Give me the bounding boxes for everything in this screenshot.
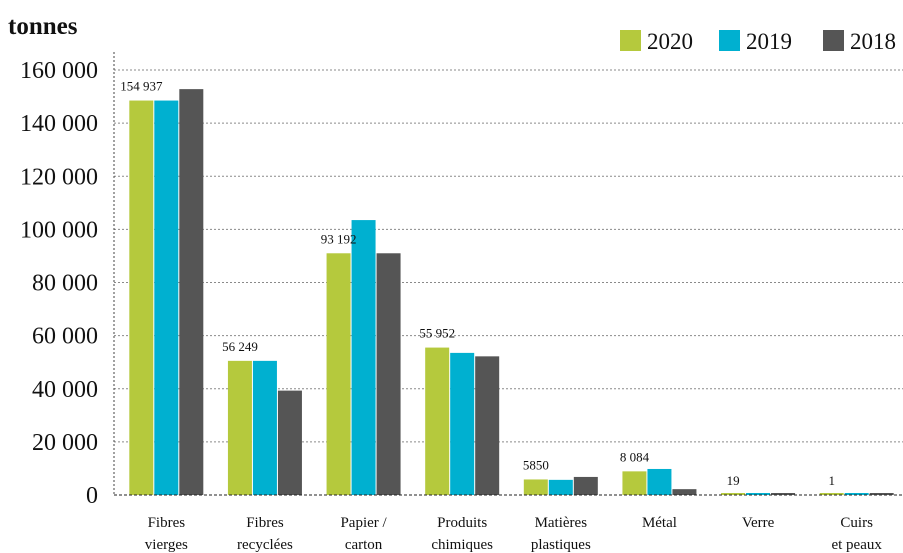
category-label: Papier / xyxy=(340,515,387,531)
category-label: carton xyxy=(345,537,383,553)
bar-2019 xyxy=(351,220,376,495)
bar-2018 xyxy=(277,390,302,495)
y-axis-ticks: 0 20 000 40 000 60 000 80 000 100 000 120 000 1… xyxy=(20,58,98,509)
category-label: Fibres xyxy=(246,515,284,531)
legend-swatch-2018 xyxy=(823,30,844,51)
bar-2018 xyxy=(573,476,598,495)
bar-2020 xyxy=(622,471,647,495)
legend-swatch-2019 xyxy=(719,30,740,51)
bar-2018 xyxy=(376,253,401,495)
y-tick-label: 40 000 xyxy=(32,377,98,403)
bar-2019 xyxy=(844,493,869,495)
bar-2020 xyxy=(129,100,154,495)
data-labels: 154 937 56 249 93 192 55 952 5850 8 084 19 1 xyxy=(120,79,835,488)
bar-2020 xyxy=(425,347,450,495)
y-tick-label: 160 000 xyxy=(20,58,98,84)
axes xyxy=(113,52,903,496)
data-label: 8 084 xyxy=(620,449,650,464)
category-labels: Fibres vierges Fibres recyclées Papier / cart… xyxy=(145,515,883,553)
category-label: Verre xyxy=(742,515,775,531)
category-label: Fibres xyxy=(148,515,186,531)
bar-2018 xyxy=(672,489,697,495)
y-tick-label: 80 000 xyxy=(32,271,98,297)
data-label: 1 xyxy=(828,473,835,488)
data-label: 93 192 xyxy=(321,231,357,246)
legend-label: 2019 xyxy=(746,29,792,54)
bars xyxy=(129,89,894,495)
category-label: Métal xyxy=(642,515,677,531)
bar-2019 xyxy=(647,468,672,495)
y-tick-label: 120 000 xyxy=(20,164,98,190)
bar-2018 xyxy=(869,493,894,495)
bar-2019 xyxy=(548,479,573,495)
y-tick-label: 0 xyxy=(86,483,98,509)
bar-2018 xyxy=(771,493,796,495)
legend-label: 2020 xyxy=(647,29,693,54)
y-tick-label: 140 000 xyxy=(20,111,98,137)
bar-2020 xyxy=(721,493,746,495)
category-label: Cuirs xyxy=(840,515,873,531)
data-label: 19 xyxy=(727,473,740,488)
category-label: plastiques xyxy=(531,537,591,553)
y-tick-label: 60 000 xyxy=(32,324,98,350)
data-label: 55 952 xyxy=(419,326,455,341)
y-axis-unit-label: tonnes xyxy=(8,13,78,40)
bar-2020 xyxy=(227,360,252,495)
bar-2020 xyxy=(819,493,844,495)
data-label: 154 937 xyxy=(120,79,163,94)
legend-swatch-2020 xyxy=(620,30,641,51)
legend: 2020 2019 2018 xyxy=(620,29,896,54)
category-label: vierges xyxy=(145,537,188,553)
category-label: Produits xyxy=(437,515,487,531)
y-tick-label: 100 000 xyxy=(20,217,98,243)
bar-2020 xyxy=(523,479,548,495)
bar-2020 xyxy=(326,253,351,495)
bar-2019 xyxy=(450,352,475,495)
bar-2018 xyxy=(179,89,204,495)
gridlines xyxy=(114,69,903,443)
category-label: Matières xyxy=(535,515,588,531)
data-label: 56 249 xyxy=(222,339,258,354)
bar-2019 xyxy=(252,360,277,495)
data-label: 5850 xyxy=(523,457,549,472)
bar-2018 xyxy=(475,356,500,495)
bar-2019 xyxy=(746,493,771,495)
category-label: chimiques xyxy=(431,537,493,553)
legend-label: 2018 xyxy=(850,29,896,54)
category-label: et peaux xyxy=(831,537,882,553)
y-tick-label: 20 000 xyxy=(32,430,98,456)
bar-2019 xyxy=(154,100,179,495)
category-label: recyclées xyxy=(237,537,293,553)
